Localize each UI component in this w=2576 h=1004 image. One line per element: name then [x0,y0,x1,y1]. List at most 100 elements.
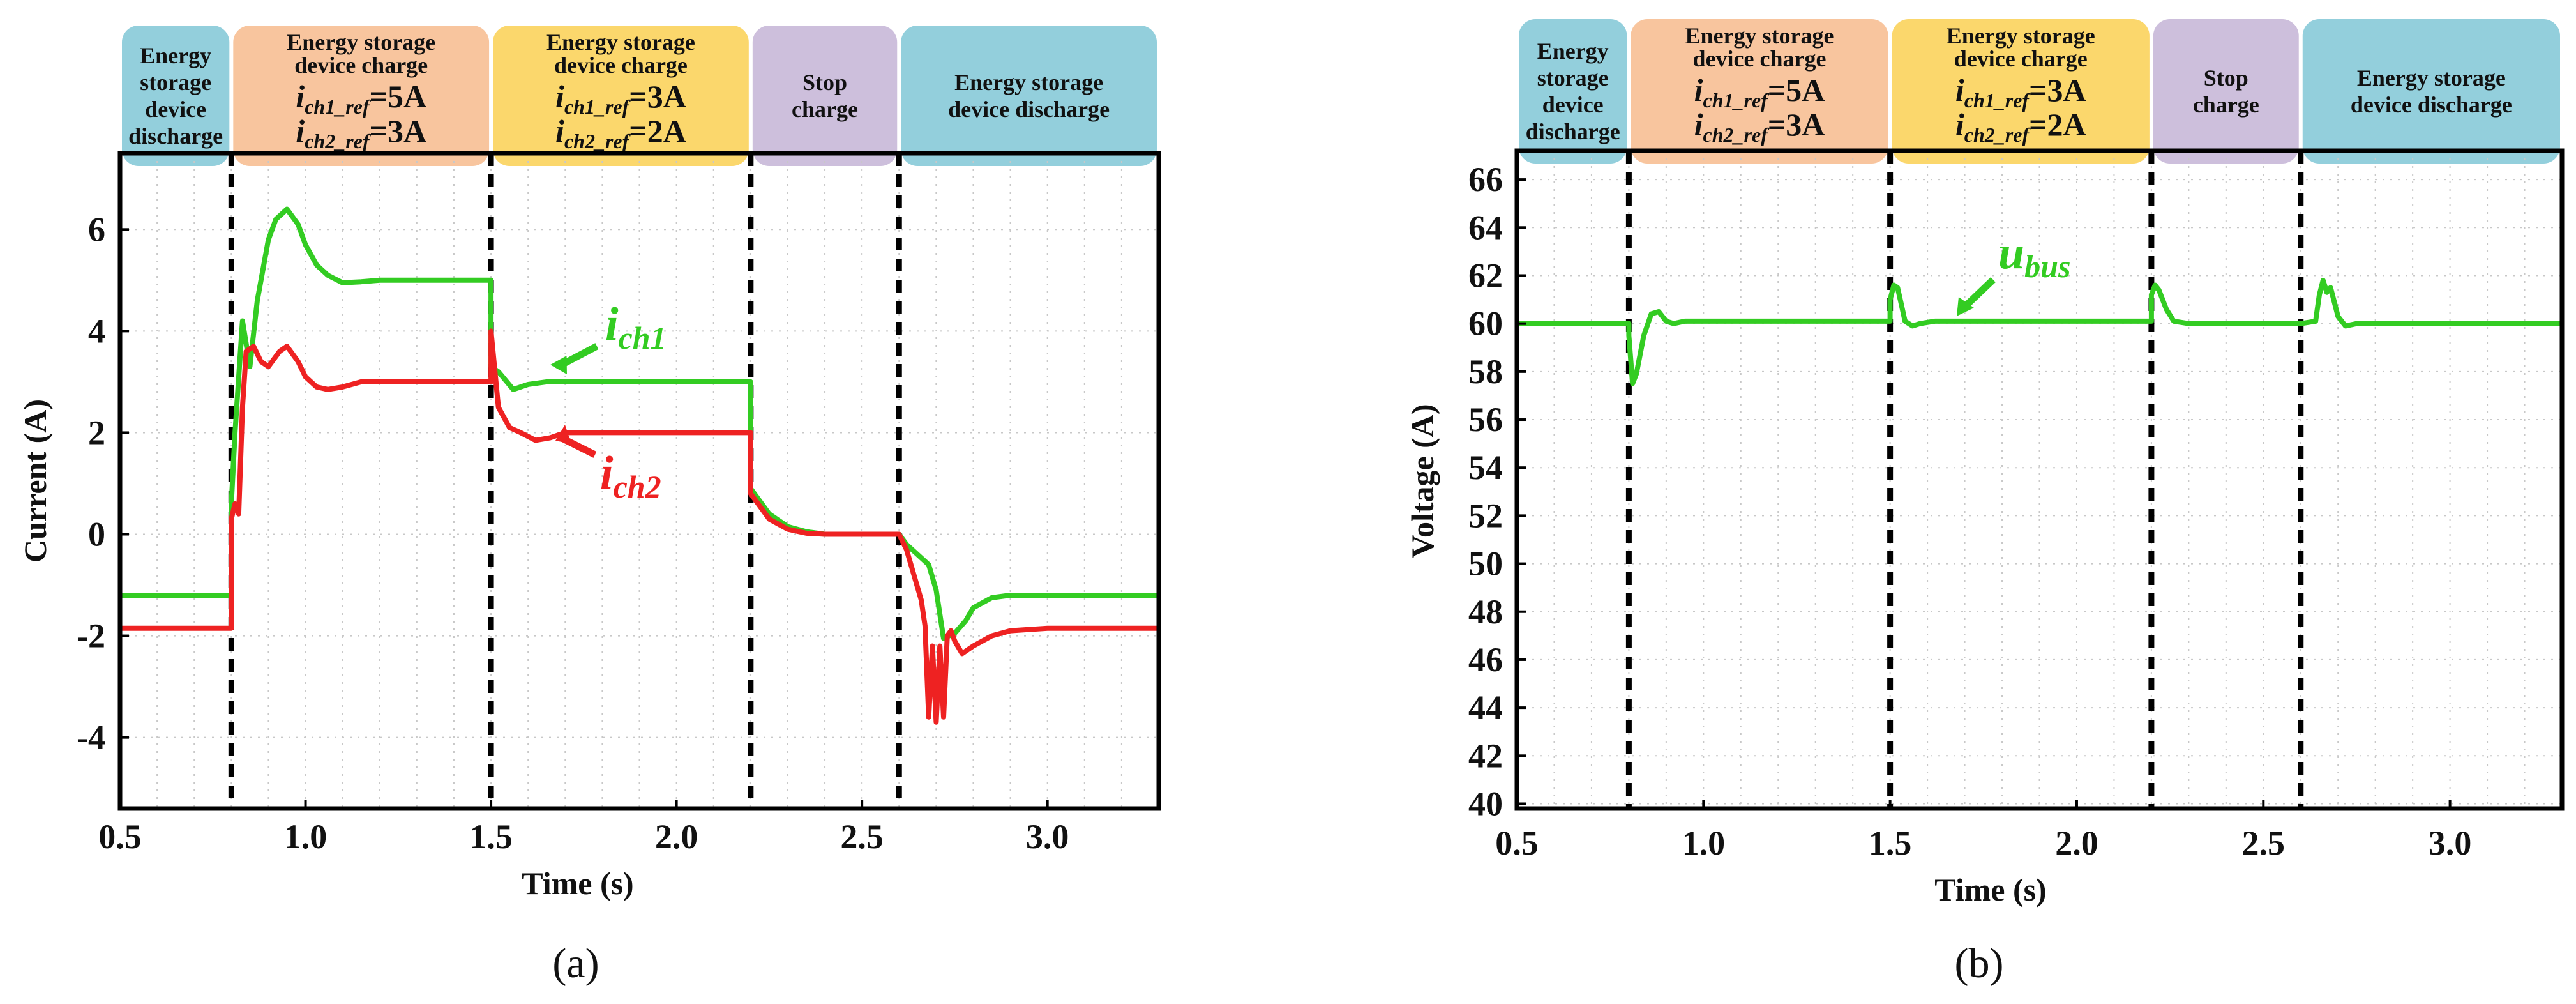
x-tick-label: 1.5 [469,818,513,856]
phase-line: device discharge [2351,92,2512,118]
x-tick-label: 3.0 [2429,824,2472,862]
phase-line: Energy storage [546,29,695,55]
phase-ref-1: ich1_ref=3A [1955,72,2086,112]
y-tick-label: 0 [88,515,105,554]
x-tick-label: 2.0 [2055,824,2098,862]
y-tick-label: 58 [1468,353,1503,391]
y-tick-label: 40 [1468,784,1503,823]
phase-line: storage [140,70,211,95]
y-tick-label: 64 [1468,208,1503,247]
phase-line: Energy storage [2357,65,2506,91]
caption-b: (b) [1955,940,2004,987]
y-tick-label: 48 [1468,593,1503,631]
phase-line: charge [2193,92,2259,118]
ticks-a: -4 -2 0 2 4 6 0.5 1.0 1.5 2.0 2.5 3.0 [77,210,1069,856]
x-tick-label: 2.5 [2242,824,2286,862]
y-tick-label: 42 [1468,736,1503,775]
phase-ref-1: ich1_ref=5A [296,79,426,118]
phase-ref-1: ich1_ref=5A [1694,72,1825,112]
event-lines-b [1625,151,2304,809]
phase-line: charge [792,96,858,122]
label-u-bus: ubus [1957,227,2070,316]
x-tick-label: 1.0 [284,818,328,856]
series-b [1517,278,2562,386]
phase-ref-2: ich2_ref=2A [555,113,686,153]
label-i-ch1: ich1 [550,298,667,375]
plot-frame-a [117,151,1161,811]
phase-ref-1: ich1_ref=3A [555,79,686,118]
svg-text:ich1: ich1 [605,298,667,356]
phase-ref-2: ich2_ref=3A [296,113,426,153]
y-tick-label: 60 [1468,305,1503,343]
ticks-b: 40 42 44 46 48 50 52 54 56 58 60 62 64 66 0.5 1.0 1.5 2.0… [1468,160,2471,862]
y-tick-label: -4 [77,719,105,757]
x-tick-label: 0.5 [1495,824,1539,862]
phase-ref-2: ich2_ref=2A [1955,107,2086,146]
x-axis-label-a: Time (s) [522,865,633,901]
caption-a: (a) [552,940,599,987]
series-line-i_ch1 [120,206,1159,641]
y-tick-label: 44 [1468,688,1503,727]
phase-line: Stop [2204,65,2248,91]
phase-line: device [145,96,206,122]
phase-line: Energy [1537,38,1609,64]
y-tick-label: 62 [1468,256,1503,294]
y-axis-label-b: Voltage (A) [1405,404,1440,558]
phase-line: storage [1537,65,1609,91]
phase-line: device [1542,92,1604,118]
phase-line: device discharge [948,96,1110,122]
phase-line: device charge [1693,46,1827,72]
phase-line: Energy storage [1947,23,2095,49]
y-tick-label: 66 [1468,160,1503,199]
x-tick-label: 1.5 [1869,824,1912,862]
y-tick-label: -2 [77,617,105,655]
phase-ref-2: ich2_ref=3A [1694,107,1825,146]
phase-line: Energy [140,43,211,68]
svg-text:ich2: ich2 [600,447,661,505]
x-tick-label: 2.5 [840,818,884,856]
y-tick-label: 2 [88,413,105,452]
y-tick-label: 56 [1468,400,1503,439]
y-tick-label: 54 [1468,448,1503,487]
y-axis-label-a: Current (A) [17,399,53,563]
phase-line: Energy storage [954,70,1103,95]
phase-line: device charge [554,52,688,78]
phase-line: Stop [802,70,847,95]
y-tick-label: 46 [1468,641,1503,679]
label-i-ch2: ich2 [555,425,661,505]
y-tick-label: 50 [1468,545,1503,583]
x-tick-label: 1.0 [1682,824,1726,862]
series-line-u_bus [1517,278,2562,386]
phase-line: Energy storage [1685,23,1834,49]
phase-line: device charge [1954,46,2088,72]
phase-line: device charge [294,52,428,78]
series-line-i_ch2 [120,328,1159,725]
x-tick-label: 2.0 [655,818,698,856]
phase-line: discharge [128,123,223,149]
x-axis-label-b: Time (s) [1934,872,2046,908]
y-tick-label: 6 [88,210,105,248]
series-a [120,206,1159,725]
plot-frame-b [1514,148,2565,811]
phase-line: Energy storage [287,29,435,55]
y-tick-label: 52 [1468,496,1503,535]
x-tick-label: 0.5 [98,818,142,856]
event-lines-a [228,153,902,809]
y-tick-label: 4 [88,312,105,350]
x-tick-label: 3.0 [1026,818,1069,856]
phase-line: discharge [1526,119,1620,144]
